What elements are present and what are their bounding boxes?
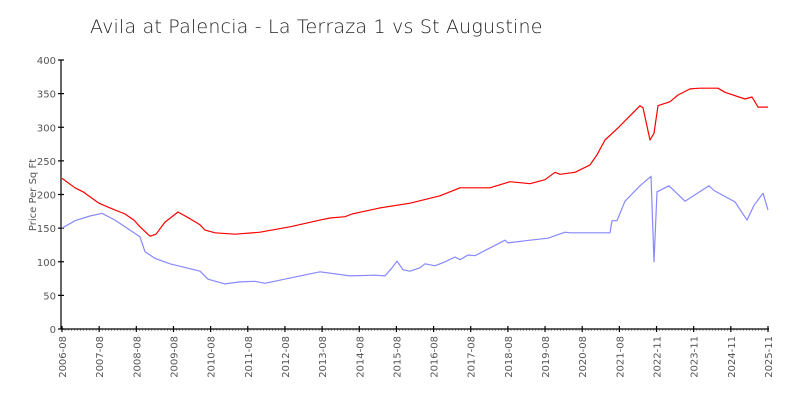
- y-axis-ticks: 0 50 100 150 200 250 300 350 400: [37, 56, 64, 336]
- x-tick-label: 2009-08: [169, 336, 180, 378]
- x-tick-label: 2008-08: [132, 336, 143, 378]
- y-tick-label: 350: [37, 90, 56, 101]
- y-tick-label: 150: [37, 224, 56, 235]
- x-tick-label: 2018-08: [504, 336, 515, 378]
- series-lines: [61, 87, 769, 285]
- x-tick-label: 2016-08: [430, 336, 441, 378]
- x-tick-label: 2010-08: [207, 336, 218, 378]
- y-tick-label: 200: [37, 191, 56, 202]
- x-tick-label: 2015-08: [392, 336, 403, 378]
- x-tick-label: 2007-08: [95, 336, 106, 378]
- x-tick-label: 2011-08: [244, 336, 255, 378]
- y-tick-label: 400: [37, 56, 56, 67]
- x-tick-label: 2019-08: [541, 336, 552, 378]
- x-tick-label: 2006-08: [58, 336, 69, 378]
- y-tick-label: 50: [43, 291, 56, 302]
- x-tick-label: 2024-11: [727, 336, 738, 378]
- y-tick-label: 300: [37, 123, 56, 134]
- x-tick-label: 2012-08: [281, 336, 292, 378]
- chart-title: Avila at Palencia - La Terraza 1 vs St A…: [90, 16, 543, 38]
- x-tick-label: 2013-08: [318, 336, 329, 378]
- series-line-st-augustine: [61, 175, 769, 285]
- x-tick-label: 2020-08: [578, 336, 589, 378]
- x-tick-label: 2022-11: [653, 336, 664, 378]
- y-tick-label: 100: [37, 258, 56, 269]
- x-tick-label: 2023-11: [690, 336, 701, 378]
- y-tick-label: 0: [50, 325, 56, 336]
- series-line-la-terraza: [61, 87, 768, 237]
- y-axis-title: Price Per Sq Ft: [28, 159, 39, 231]
- y-tick-label: 250: [37, 157, 56, 168]
- x-tick-label: 2021-08: [615, 336, 626, 378]
- x-tick-label: 2025-11: [764, 336, 775, 378]
- x-axis-ticks: 2006-08 2007-08 2008-08 2009-08 2010-08 2011-…: [58, 326, 775, 378]
- x-tick-label: 2014-08: [355, 336, 366, 378]
- x-tick-label: 2017-08: [467, 336, 478, 378]
